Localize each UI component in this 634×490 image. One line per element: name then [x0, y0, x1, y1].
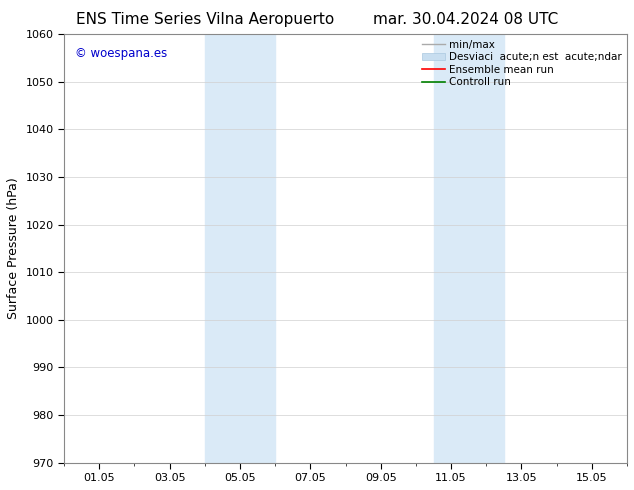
Text: © woespana.es: © woespana.es — [75, 47, 167, 60]
Text: ENS Time Series Vilna Aeropuerto: ENS Time Series Vilna Aeropuerto — [76, 12, 334, 27]
Y-axis label: Surface Pressure (hPa): Surface Pressure (hPa) — [7, 177, 20, 319]
Legend: min/max, Desviaci  acute;n est  acute;ndar, Ensemble mean run, Controll run: min/max, Desviaci acute;n est acute;ndar… — [420, 37, 624, 89]
Text: mar. 30.04.2024 08 UTC: mar. 30.04.2024 08 UTC — [373, 12, 558, 27]
Bar — [434, 34, 504, 463]
Bar — [205, 34, 275, 463]
